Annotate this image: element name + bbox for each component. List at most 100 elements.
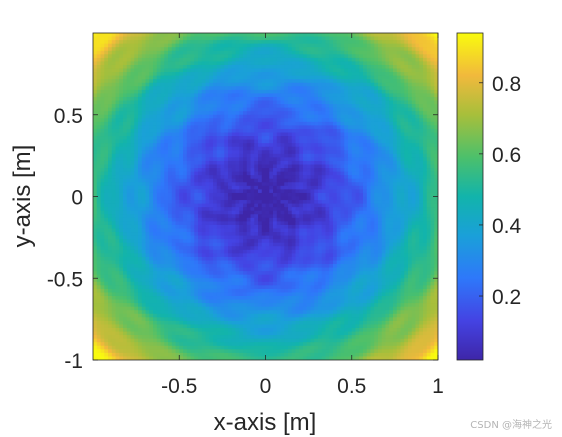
heatmap-cell bbox=[108, 160, 113, 166]
heatmap-cell bbox=[145, 143, 150, 148]
heatmap-cell bbox=[254, 118, 259, 123]
heatmap-cell bbox=[190, 72, 195, 77]
heatmap-cell bbox=[385, 150, 390, 155]
heatmap-cell bbox=[149, 139, 154, 144]
heatmap-cell bbox=[261, 185, 267, 190]
heatmap-cell bbox=[265, 185, 270, 190]
heatmap-cell bbox=[104, 79, 109, 84]
heatmap-cell bbox=[276, 189, 282, 194]
heatmap-cell bbox=[145, 150, 150, 155]
heatmap-cell bbox=[141, 121, 147, 127]
heatmap-cell bbox=[153, 196, 158, 201]
heatmap-cell bbox=[355, 178, 360, 183]
heatmap-cell bbox=[434, 136, 438, 141]
heatmap-cell bbox=[381, 118, 387, 123]
heatmap-cell bbox=[235, 185, 240, 190]
heatmap-cell bbox=[434, 104, 438, 109]
heatmap-cell bbox=[366, 75, 372, 80]
heatmap-cell bbox=[231, 107, 237, 112]
heatmap-cell bbox=[164, 121, 169, 127]
heatmap-cell bbox=[430, 221, 435, 226]
heatmap-cell bbox=[378, 43, 383, 48]
heatmap-cell bbox=[276, 68, 282, 73]
heatmap-cell bbox=[216, 217, 222, 222]
heatmap-cell bbox=[434, 64, 438, 70]
heatmap-cell bbox=[126, 150, 132, 155]
heatmap-cell bbox=[254, 50, 259, 55]
heatmap-cell bbox=[186, 178, 192, 183]
heatmap-cell bbox=[179, 146, 184, 151]
heatmap-cell bbox=[374, 89, 379, 95]
heatmap-cell bbox=[130, 203, 135, 208]
heatmap-cell bbox=[393, 214, 398, 219]
heatmap-cell bbox=[231, 203, 237, 208]
heatmap-cell bbox=[216, 196, 222, 201]
heatmap-cell bbox=[381, 75, 387, 80]
heatmap-cell bbox=[363, 107, 368, 112]
heatmap-cell bbox=[393, 192, 398, 198]
heatmap-cell bbox=[415, 217, 420, 222]
heatmap-cell bbox=[186, 72, 192, 77]
heatmap-cell bbox=[209, 146, 214, 151]
heatmap-cell bbox=[336, 36, 342, 41]
heatmap-cell bbox=[186, 175, 192, 180]
heatmap-cell bbox=[333, 207, 338, 212]
heatmap-cell bbox=[370, 54, 375, 59]
heatmap-cell bbox=[246, 153, 252, 158]
heatmap-cell bbox=[115, 157, 120, 162]
heatmap-cell bbox=[198, 118, 203, 123]
heatmap-cell bbox=[164, 50, 169, 55]
heatmap-cell bbox=[344, 160, 349, 166]
heatmap-cell bbox=[231, 79, 237, 84]
heatmap-cell bbox=[318, 36, 323, 41]
heatmap-cell bbox=[183, 146, 188, 151]
heatmap-cell bbox=[111, 96, 117, 102]
heatmap-cell bbox=[239, 203, 244, 208]
heatmap-cell bbox=[108, 221, 113, 226]
heatmap-cell bbox=[254, 171, 259, 176]
heatmap-cell bbox=[213, 175, 218, 180]
heatmap-cell bbox=[190, 114, 195, 119]
heatmap-cell bbox=[250, 68, 255, 73]
heatmap-cell bbox=[119, 200, 124, 205]
heatmap-cell bbox=[243, 207, 248, 212]
heatmap-cell bbox=[295, 47, 300, 52]
heatmap-cell bbox=[325, 185, 330, 190]
heatmap-cell bbox=[186, 114, 192, 119]
heatmap-cell bbox=[96, 146, 102, 151]
heatmap-cell bbox=[299, 168, 304, 173]
heatmap-cell bbox=[329, 150, 334, 155]
heatmap-cell bbox=[156, 68, 162, 73]
heatmap-cell bbox=[419, 64, 424, 70]
heatmap-cell bbox=[389, 54, 394, 59]
heatmap-cell bbox=[276, 150, 282, 155]
heatmap-cell bbox=[239, 61, 244, 66]
heatmap-cell bbox=[231, 132, 237, 137]
heatmap-cell bbox=[273, 40, 278, 45]
heatmap-cell bbox=[153, 143, 158, 148]
heatmap-cell bbox=[96, 111, 102, 116]
heatmap-cell bbox=[314, 54, 319, 59]
heatmap-cell bbox=[130, 185, 135, 190]
heatmap-cell bbox=[423, 143, 428, 148]
heatmap-cell bbox=[183, 182, 188, 187]
heatmap-cell bbox=[175, 50, 180, 55]
heatmap-cell bbox=[269, 157, 274, 162]
heatmap-cell bbox=[408, 175, 413, 180]
heatmap-cell bbox=[299, 139, 304, 144]
heatmap-cell bbox=[269, 203, 274, 208]
heatmap-cell bbox=[156, 93, 162, 98]
heatmap-cell bbox=[179, 104, 184, 109]
heatmap-cell bbox=[348, 171, 353, 176]
heatmap-cell bbox=[303, 168, 308, 173]
heatmap-cell bbox=[396, 50, 402, 55]
heatmap-cell bbox=[265, 192, 270, 198]
heatmap-cell bbox=[190, 207, 195, 212]
heatmap-cell bbox=[93, 207, 98, 212]
heatmap-cell bbox=[355, 146, 360, 151]
heatmap-cell bbox=[123, 157, 128, 162]
heatmap-cell bbox=[216, 72, 222, 77]
heatmap-cell bbox=[126, 171, 132, 176]
heatmap-cell bbox=[393, 182, 398, 187]
heatmap-cell bbox=[201, 61, 207, 66]
